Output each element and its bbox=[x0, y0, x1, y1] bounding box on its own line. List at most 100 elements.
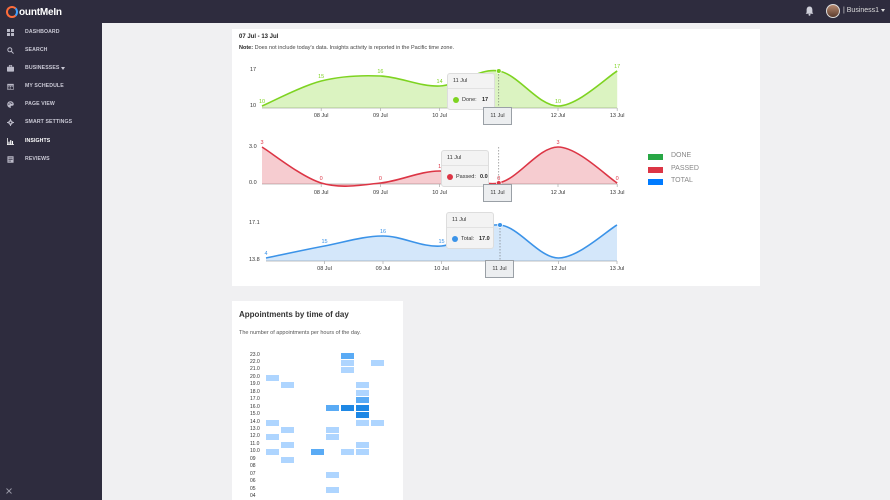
heatmap-cell[interactable] bbox=[265, 449, 279, 456]
heatmap-cell[interactable] bbox=[265, 419, 279, 426]
heatmap-cell[interactable] bbox=[325, 404, 339, 411]
sidebar-item-label: SEARCH bbox=[25, 47, 48, 53]
heatmap-cell[interactable] bbox=[340, 359, 354, 366]
data-label: 16 bbox=[380, 229, 386, 235]
avatar[interactable] bbox=[826, 4, 840, 18]
data-label: 4 bbox=[264, 251, 267, 257]
heatmap-cell[interactable] bbox=[340, 352, 354, 359]
heatmap-row-label: 13.0 bbox=[250, 426, 260, 432]
area-fill bbox=[262, 70, 618, 108]
heatmap-cell[interactable] bbox=[355, 397, 369, 404]
sidebar-item-my-schedule[interactable]: MY SCHEDULE bbox=[0, 79, 102, 93]
heatmap-cell[interactable] bbox=[325, 427, 339, 433]
bell-icon[interactable] bbox=[805, 6, 814, 16]
top-bar: ountMeIn | Business1 bbox=[0, 0, 890, 23]
sidebar-item-businesses[interactable]: BUSINESSES bbox=[0, 61, 102, 75]
heatmap-cell[interactable] bbox=[355, 382, 369, 389]
heatmap-card: Appointments by time of day The number o… bbox=[232, 301, 403, 500]
gear-icon bbox=[7, 118, 14, 126]
x-tick-label: 08 Jul bbox=[314, 113, 329, 119]
heatmap-cell[interactable] bbox=[280, 456, 294, 463]
tooltip-divider bbox=[448, 88, 494, 89]
highlight-point bbox=[497, 222, 503, 228]
heatmap-cell[interactable] bbox=[310, 449, 324, 456]
x-tick-label: 09 Jul bbox=[373, 113, 388, 119]
heatmap-cell[interactable] bbox=[265, 434, 279, 441]
heatmap-row-label: 11.0 bbox=[250, 440, 260, 447]
insights-note: Note: Does not include today's data. Ins… bbox=[239, 45, 455, 51]
account-name: | Business1 bbox=[843, 7, 880, 14]
area-fill bbox=[266, 224, 617, 261]
tooltip-value: 17 bbox=[482, 97, 489, 103]
briefcase-icon bbox=[7, 64, 14, 72]
chevron-down-icon bbox=[61, 66, 66, 70]
heatmap-cell[interactable] bbox=[325, 434, 339, 441]
heatmap-row-label: 21.0 bbox=[250, 366, 260, 373]
heatmap-cell[interactable] bbox=[355, 404, 369, 411]
heatmap-cell[interactable] bbox=[355, 419, 369, 426]
x-tick-label: 10 Jul bbox=[434, 266, 449, 272]
heatmap-row-label: 19.0 bbox=[250, 381, 260, 388]
sidebar-item-label: SMART SETTINGS bbox=[25, 119, 73, 125]
tooltip-series-dot bbox=[452, 236, 458, 242]
sidebar-item-dashboard[interactable]: DASHBOARD bbox=[0, 25, 102, 39]
heatmap-cell[interactable] bbox=[340, 367, 354, 374]
heatmap-cell[interactable] bbox=[325, 471, 339, 478]
tooltip-value: 0.0 bbox=[480, 174, 488, 180]
data-label: 15 bbox=[438, 239, 444, 245]
legend-label-total[interactable]: TOTAL bbox=[671, 177, 693, 184]
logo-mark-icon bbox=[6, 6, 18, 18]
collapse-sidebar-icon[interactable] bbox=[6, 488, 12, 494]
heatmap-row-label: 07 bbox=[250, 470, 256, 477]
heatmap-cell[interactable] bbox=[280, 382, 294, 389]
tooltip-divider bbox=[447, 227, 493, 228]
legend-label-done[interactable]: DONE bbox=[671, 152, 692, 159]
heatmap-cell[interactable] bbox=[280, 427, 294, 433]
heatmap-cell[interactable] bbox=[370, 419, 384, 426]
heatmap-cell[interactable] bbox=[340, 449, 354, 456]
sidebar-item-page-view[interactable]: PAGE VIEW bbox=[0, 97, 102, 111]
heatmap-title: Appointments by time of day bbox=[239, 310, 349, 319]
data-label: 0 bbox=[497, 176, 500, 182]
sidebar-item-smart-settings[interactable]: SMART SETTINGS bbox=[0, 115, 102, 129]
y-tick-label: 0.0 bbox=[249, 180, 257, 186]
y-tick-label: 3.0 bbox=[249, 144, 257, 150]
heatmap-row-label: 23.0 bbox=[250, 351, 260, 358]
heatmap-cell[interactable] bbox=[340, 404, 354, 411]
heatmap-cell[interactable] bbox=[355, 449, 369, 456]
sidebar-item-label: REVIEWS bbox=[25, 156, 50, 162]
data-label: 0 bbox=[379, 176, 382, 182]
heatmap-cell[interactable] bbox=[325, 486, 339, 493]
sidebar-item-insights[interactable]: INSIGHTS bbox=[0, 134, 102, 148]
legend-label-passed[interactable]: PASSED bbox=[671, 165, 699, 172]
heatmap-cell[interactable] bbox=[355, 389, 369, 396]
document-icon bbox=[7, 155, 14, 163]
sidebar-item-label: MY SCHEDULE bbox=[25, 83, 64, 89]
x-tick-label: 10 Jul bbox=[432, 113, 447, 119]
series-line bbox=[261, 146, 618, 187]
heatmap-row-label: 08 bbox=[250, 463, 256, 470]
heatmap-row-label: 10.0 bbox=[250, 448, 260, 455]
data-label: 10 bbox=[555, 99, 561, 105]
series-line bbox=[265, 224, 618, 259]
x-tick-label: 09 Jul bbox=[373, 190, 388, 196]
account-menu[interactable]: | Business1 bbox=[843, 7, 886, 14]
brand-logo[interactable]: ountMeIn bbox=[6, 4, 62, 20]
sidebar-item-reviews[interactable]: REVIEWS bbox=[0, 152, 102, 166]
series-line bbox=[261, 69, 618, 107]
chart-icon bbox=[7, 137, 14, 145]
heatmap-cell[interactable] bbox=[265, 374, 279, 381]
tooltip-series-name: Done: bbox=[462, 97, 477, 103]
data-label: 0 bbox=[320, 176, 323, 182]
heatmap-row-label: 17.0 bbox=[250, 396, 260, 403]
heatmap-cell[interactable] bbox=[355, 441, 369, 448]
legend-swatch-total bbox=[648, 179, 663, 185]
chevron-down-icon bbox=[881, 9, 886, 12]
heatmap-cell[interactable] bbox=[370, 359, 384, 366]
x-tick-label: 08 Jul bbox=[317, 266, 332, 272]
x-tick-label: 13 Jul bbox=[610, 190, 625, 196]
sidebar-item-search[interactable]: SEARCH bbox=[0, 43, 102, 57]
data-label: 10 bbox=[259, 99, 265, 105]
heatmap-cell[interactable] bbox=[280, 441, 294, 448]
heatmap-cell[interactable] bbox=[355, 412, 369, 419]
